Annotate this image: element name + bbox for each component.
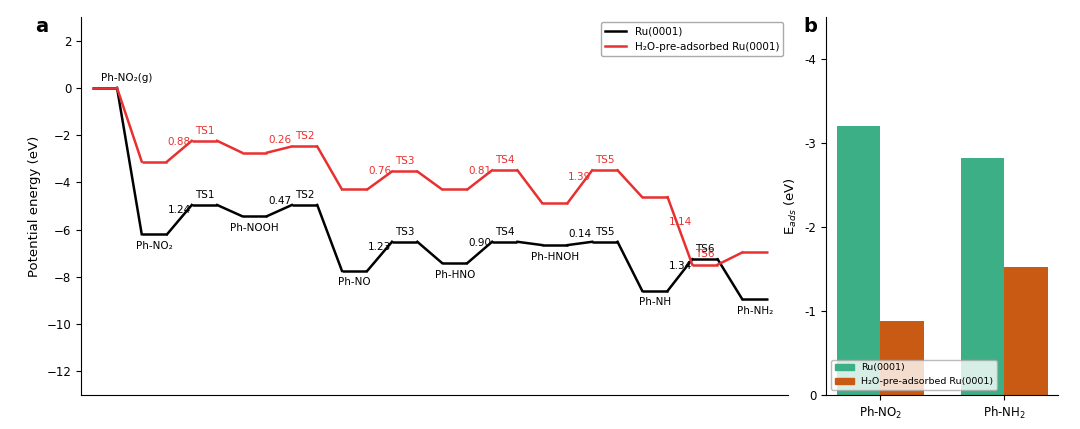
- Text: TS1: TS1: [194, 190, 214, 200]
- Text: Ph-NH: Ph-NH: [639, 297, 671, 308]
- Text: Ph-NO: Ph-NO: [338, 278, 370, 287]
- Text: a: a: [35, 17, 49, 36]
- Text: 0.81: 0.81: [469, 166, 491, 175]
- Y-axis label: Potential energy (eV): Potential energy (eV): [28, 135, 41, 277]
- Text: 0.26: 0.26: [268, 135, 292, 145]
- Legend: Ru(0001), H₂O-pre-adsorbed Ru(0001): Ru(0001), H₂O-pre-adsorbed Ru(0001): [831, 360, 997, 390]
- Text: TS6: TS6: [696, 244, 715, 254]
- Text: 1.24: 1.24: [167, 205, 191, 215]
- Text: TS3: TS3: [395, 227, 415, 236]
- Text: 0.47: 0.47: [268, 196, 292, 206]
- Text: TS6: TS6: [696, 250, 715, 260]
- Text: TS4: TS4: [495, 227, 514, 236]
- Text: Ph-NOOH: Ph-NOOH: [230, 223, 279, 233]
- Text: 1.39: 1.39: [568, 172, 592, 182]
- Text: Ph-NH₂: Ph-NH₂: [737, 306, 773, 316]
- Text: Ph-NO₂(g): Ph-NO₂(g): [102, 73, 152, 83]
- Text: TS2: TS2: [295, 131, 314, 141]
- Legend: Ru(0001), H₂O-pre-adsorbed Ru(0001): Ru(0001), H₂O-pre-adsorbed Ru(0001): [602, 22, 783, 56]
- Text: 0.88: 0.88: [167, 137, 191, 147]
- Text: b: b: [804, 17, 816, 36]
- Text: Ph-HNOH: Ph-HNOH: [530, 252, 579, 262]
- Text: TS1: TS1: [194, 126, 214, 136]
- Text: TS5: TS5: [595, 227, 615, 236]
- Text: 0.14: 0.14: [568, 229, 592, 239]
- Bar: [961, 158, 1004, 395]
- Text: 1.23: 1.23: [368, 242, 391, 252]
- Text: Ph-NO₂: Ph-NO₂: [136, 241, 173, 251]
- Bar: [837, 126, 880, 395]
- Text: 0.90: 0.90: [469, 238, 491, 248]
- Text: 1.14: 1.14: [669, 217, 691, 227]
- Bar: [1004, 267, 1048, 395]
- Y-axis label: E$_{ads}$ (eV): E$_{ads}$ (eV): [783, 177, 799, 235]
- Text: 1.34: 1.34: [669, 261, 691, 271]
- Text: TS2: TS2: [295, 190, 314, 200]
- Bar: [880, 321, 923, 395]
- Text: TS3: TS3: [395, 156, 415, 166]
- Text: TS4: TS4: [495, 155, 514, 165]
- Text: 0.76: 0.76: [368, 166, 391, 176]
- Text: TS5: TS5: [595, 155, 615, 165]
- Text: Ph-HNO: Ph-HNO: [434, 270, 475, 280]
